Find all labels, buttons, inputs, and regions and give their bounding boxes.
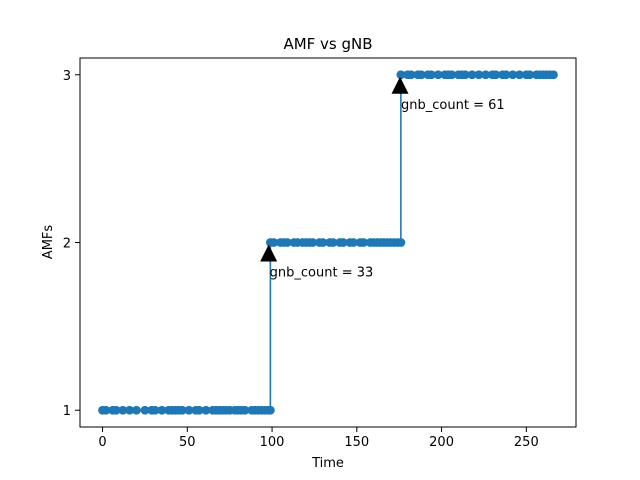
data-point [515,70,524,80]
data-point [481,70,491,80]
annotation-arrow [260,244,278,262]
data-point [240,405,250,415]
y-tick-label: 1 [63,404,71,419]
data-point [491,70,501,80]
data-point [338,238,348,247]
data-point [132,405,141,415]
data-point [525,70,535,80]
data-point [460,70,470,80]
data-point [359,238,368,247]
data-point [508,70,518,80]
x-tick-label: 250 [514,435,539,450]
x-axis-label: Time [311,456,344,471]
data-point [406,70,416,80]
data-point [549,70,558,80]
y-tick-label: 3 [63,69,71,84]
x-tick-label: 150 [344,435,369,450]
data-point [150,405,160,415]
data-point [111,405,121,415]
annotation-label: gnb_count = 33 [270,266,374,281]
data-point [433,70,443,80]
data-point [269,238,279,247]
data-point [416,70,426,80]
data-point [467,70,477,80]
data-point [194,405,204,415]
data-point [140,405,150,415]
data-point [265,405,275,415]
data-point [118,405,128,415]
data-point [201,405,211,415]
data-point [427,70,436,80]
data-point [328,238,338,247]
x-tick-label: 0 [98,435,106,450]
data-point [396,238,406,247]
x-axis: 0 50 100 150 200 250 [98,427,539,450]
data-point [447,70,457,80]
annotations: gnb_count = 33 gnb_count = 61 [260,76,505,281]
data-point [474,70,484,80]
data-point [157,405,167,415]
y-axis: 1 2 3 [63,69,80,419]
data-point [282,238,292,247]
data-point [501,70,511,80]
data-point [396,70,406,80]
y-tick-label: 2 [63,237,71,252]
chart-title: AMF vs gNB [283,35,372,53]
y-axis-label: AMFs [41,225,56,260]
data-point [349,238,358,247]
x-tick-label: 100 [260,435,285,450]
data-point [177,405,187,415]
series-layer [98,70,558,415]
annotation-label: gnb_count = 61 [401,98,505,113]
x-tick-label: 50 [179,435,196,450]
data-point [125,405,135,415]
data-point [101,405,111,415]
data-point [318,238,328,247]
data-point [184,405,194,415]
x-tick-label: 200 [429,435,454,450]
data-point [308,238,318,247]
annotation-arrow [391,76,409,94]
